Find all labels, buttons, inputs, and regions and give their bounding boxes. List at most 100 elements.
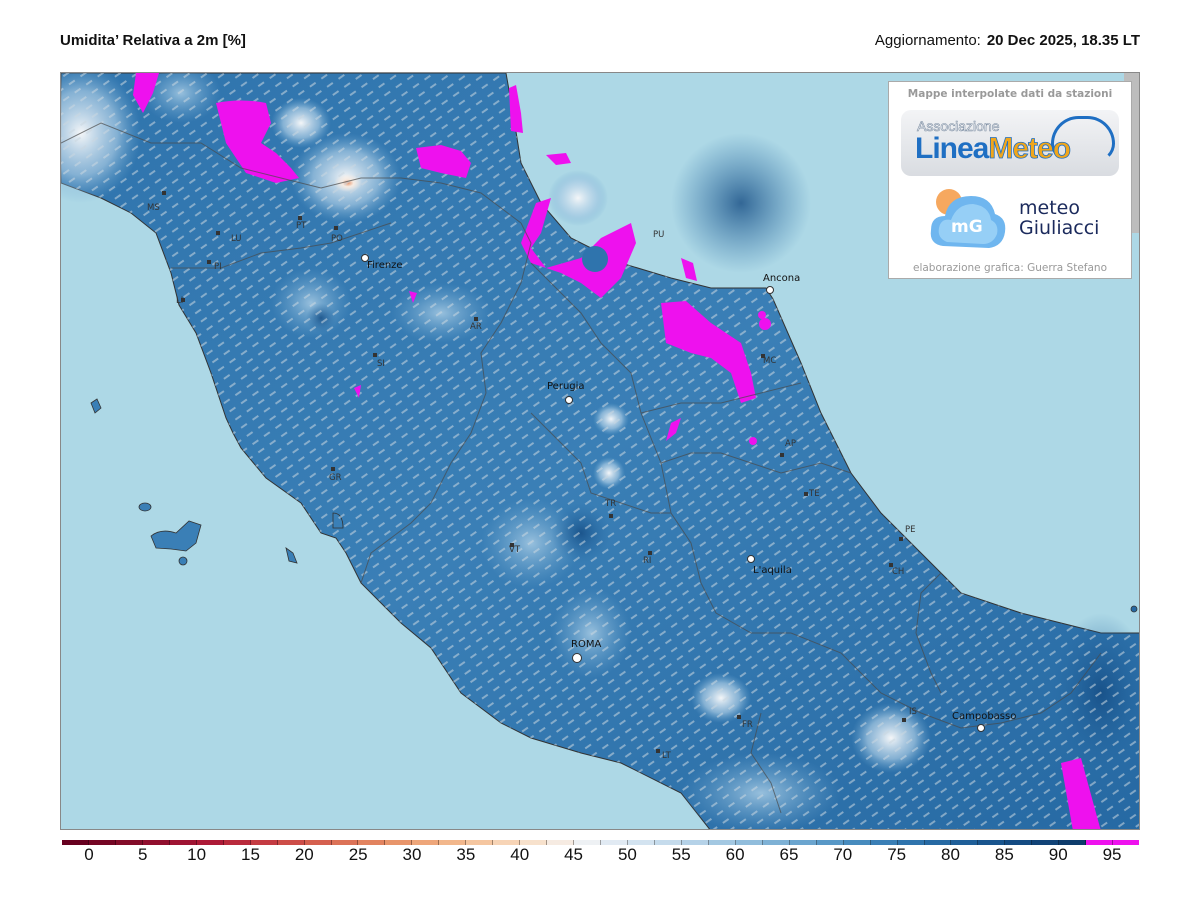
update-timestamp: Aggiornamento: 20 Dec 2025, 18.35 LT xyxy=(875,32,1140,49)
legend-bin xyxy=(574,840,602,845)
province-label-si: SI xyxy=(377,359,385,369)
legend-bin xyxy=(1032,840,1060,845)
province-marker xyxy=(216,231,220,235)
map-title: Umidita’ Relativa a 2m [%] xyxy=(60,32,246,49)
legend-tick: 30 xyxy=(402,845,422,864)
legend-bin xyxy=(547,840,575,845)
legend-bin xyxy=(816,840,844,845)
province-marker xyxy=(181,298,185,302)
legend-bin xyxy=(358,840,386,845)
legend-bin xyxy=(708,840,736,845)
province-marker xyxy=(207,260,211,264)
province-marker xyxy=(298,216,302,220)
province-label-lu: LU xyxy=(231,234,242,244)
legend-bin xyxy=(223,840,251,845)
province-marker xyxy=(899,537,903,541)
legend-tick: 95 xyxy=(1102,845,1122,864)
province-marker xyxy=(648,551,652,555)
province-marker xyxy=(331,467,335,471)
legend-tick: 40 xyxy=(510,845,530,864)
legend-bin xyxy=(762,840,790,845)
province-label-is: IS xyxy=(909,707,917,717)
legend-bin xyxy=(654,840,682,845)
legend-tick-labels: 0 5 10 15 20 25 30 35 40 45 50 55 60 65 70 75 80 85 90 95 xyxy=(62,845,1139,869)
province-label-tr: TR xyxy=(605,499,617,509)
legend-bin xyxy=(951,840,979,845)
legend-bin xyxy=(870,840,898,845)
legend-bin xyxy=(250,840,278,845)
province-label-mc: MC xyxy=(763,356,777,366)
legend-tick: 80 xyxy=(941,845,960,864)
credits-footer: elaborazione grafica: Guerra Stefano xyxy=(913,262,1107,274)
legend-bin xyxy=(412,840,440,845)
province-label-fr: FR xyxy=(742,720,753,730)
legend-tick: 65 xyxy=(779,845,799,864)
legend-bin xyxy=(681,840,709,845)
legend-bin xyxy=(628,840,655,845)
meteogiuliacci-line1: meteo xyxy=(1019,197,1080,219)
legend-bin xyxy=(897,840,925,845)
legend-tick: 45 xyxy=(564,845,584,864)
city-marker-roma xyxy=(572,653,582,663)
legend-bin xyxy=(62,840,89,845)
humidity-map[interactable]: Firenze Perugia Ancona L'aquila ROMA Cam… xyxy=(60,72,1140,830)
map-canvas xyxy=(61,73,1139,829)
legend-tick: 60 xyxy=(725,845,745,864)
legend-bin xyxy=(169,840,197,845)
meteogiuliacci-cloud-icon[interactable]: mG xyxy=(929,186,1006,250)
province-label-vt: VT xyxy=(509,545,521,555)
legend-bin xyxy=(304,840,332,845)
province-label-pe: PE xyxy=(905,525,916,535)
legend-tick: 85 xyxy=(994,845,1014,864)
legend-tick: 25 xyxy=(348,845,368,864)
city-marker-laquila xyxy=(747,555,755,563)
update-value: 20 Dec 2025, 18.35 LT xyxy=(986,32,1140,49)
province-label-ri: RI xyxy=(643,556,652,566)
saturation-zones xyxy=(133,73,1101,829)
legend-bin xyxy=(196,840,224,845)
city-label-ancona: Ancona xyxy=(763,273,801,284)
legend-bin xyxy=(331,840,359,845)
province-marker xyxy=(902,718,906,722)
province-label-ms: MS xyxy=(147,203,160,213)
legend-bin xyxy=(1113,840,1140,845)
legend-bin xyxy=(601,840,629,845)
province-label-li: LI xyxy=(176,296,184,306)
province-marker xyxy=(510,543,514,547)
province-label-pu: PU xyxy=(653,230,665,240)
province-label-te: TE xyxy=(809,489,820,499)
update-label: Aggiornamento: xyxy=(874,32,981,49)
city-label-roma: ROMA xyxy=(571,639,602,650)
legend-tick: 15 xyxy=(241,845,260,864)
province-marker xyxy=(373,353,377,357)
province-marker xyxy=(761,354,765,358)
legend-tick: 90 xyxy=(1048,845,1068,864)
province-marker xyxy=(334,226,338,230)
lineameteo-logo[interactable]: Associazione LineaMeteo xyxy=(901,110,1119,176)
legend-bin xyxy=(115,840,143,845)
lineameteo-association-text: Associazione xyxy=(917,118,1000,135)
legend-tick: 50 xyxy=(617,845,637,864)
province-marker xyxy=(609,514,613,518)
province-marker xyxy=(780,453,784,457)
legend-bin xyxy=(789,840,817,845)
city-label-campobasso: Campobasso xyxy=(952,711,1017,722)
credits-box: Mappe interpolate dati da stazioni Assoc… xyxy=(888,81,1132,279)
legend-bin xyxy=(843,840,871,845)
province-label-ap: AP xyxy=(785,439,796,449)
meteogiuliacci-wordmark: meteo Giuliacci xyxy=(1019,198,1099,238)
lineameteo-wordmark: LineaMeteo xyxy=(915,132,1071,166)
lineameteo-linea: Linea xyxy=(915,132,989,165)
meteogiuliacci-line2: Giuliacci xyxy=(1019,217,1100,239)
legend-bin xyxy=(88,840,116,845)
legend-tick: 75 xyxy=(887,845,907,864)
legend-bin xyxy=(978,840,1006,845)
city-label-perugia: Perugia xyxy=(547,381,585,392)
province-label-pi: PI xyxy=(214,262,222,272)
legend-bin xyxy=(1086,840,1114,845)
city-marker-campobasso xyxy=(977,724,985,732)
legend-tick: 35 xyxy=(456,845,476,864)
city-label-laquila: L'aquila xyxy=(753,565,792,576)
legend-tick: 0 xyxy=(84,845,94,864)
cloud-icon xyxy=(1051,116,1115,162)
